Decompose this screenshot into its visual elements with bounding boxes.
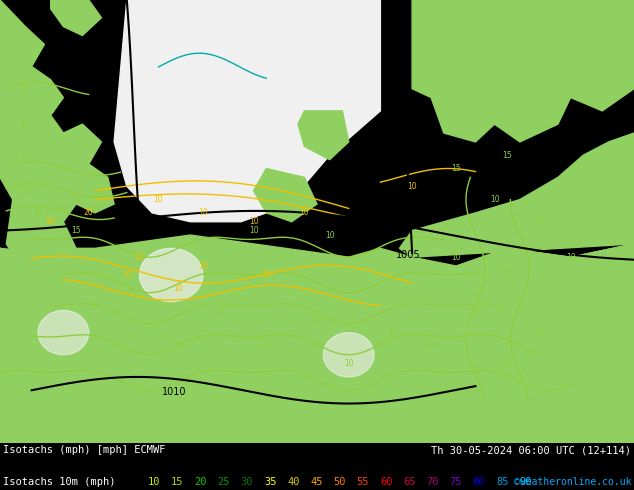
Text: 10: 10: [172, 284, 183, 293]
Text: 10: 10: [407, 182, 417, 191]
Text: 70: 70: [427, 477, 439, 487]
Text: 35: 35: [264, 477, 276, 487]
Text: 10: 10: [388, 328, 398, 337]
Text: 1010: 1010: [162, 388, 186, 397]
Text: 10: 10: [426, 342, 436, 350]
Text: 10: 10: [261, 342, 271, 350]
Text: 15: 15: [33, 208, 43, 218]
Polygon shape: [51, 0, 101, 35]
Text: 10: 10: [451, 253, 462, 262]
Polygon shape: [456, 244, 634, 443]
Polygon shape: [254, 169, 317, 221]
Polygon shape: [323, 333, 374, 377]
Text: 10: 10: [502, 359, 512, 368]
Text: 10: 10: [90, 204, 100, 213]
Text: 10: 10: [566, 253, 576, 262]
Polygon shape: [114, 0, 380, 221]
Text: 10: 10: [249, 226, 259, 235]
Text: Isotachs 10m (mph): Isotachs 10m (mph): [3, 477, 115, 487]
Text: 10: 10: [299, 208, 309, 218]
Text: 20: 20: [46, 217, 56, 226]
Text: 10: 10: [58, 204, 68, 213]
Text: ©weatheronline.co.uk: ©weatheronline.co.uk: [514, 477, 631, 487]
Text: 10: 10: [470, 306, 481, 315]
Text: 10: 10: [344, 359, 354, 368]
Polygon shape: [0, 0, 114, 275]
Text: 15: 15: [71, 226, 81, 235]
Text: Th 30-05-2024 06:00 UTC (12+114): Th 30-05-2024 06:00 UTC (12+114): [431, 445, 631, 455]
Text: 10: 10: [249, 217, 259, 226]
Text: 10: 10: [198, 208, 208, 218]
Text: 15: 15: [451, 164, 462, 173]
Text: 10: 10: [134, 253, 145, 262]
Text: 85: 85: [496, 477, 508, 487]
Text: Isotachs (mph) [mph] ECMWF: Isotachs (mph) [mph] ECMWF: [3, 445, 165, 455]
Text: 10: 10: [325, 230, 335, 240]
Text: 10: 10: [20, 120, 30, 129]
Polygon shape: [298, 111, 349, 160]
Text: 10: 10: [20, 84, 30, 93]
Polygon shape: [0, 80, 25, 142]
Polygon shape: [38, 311, 89, 355]
Text: 50: 50: [333, 477, 346, 487]
Text: 10: 10: [122, 270, 132, 279]
Text: 15: 15: [71, 195, 81, 204]
Text: 75: 75: [450, 477, 462, 487]
Text: 10: 10: [261, 270, 271, 279]
Text: 10: 10: [148, 477, 160, 487]
Text: 45: 45: [311, 477, 323, 487]
Text: 40: 40: [287, 477, 300, 487]
Text: 25: 25: [217, 477, 230, 487]
Polygon shape: [0, 248, 51, 311]
Text: 10: 10: [502, 270, 512, 279]
Text: 30: 30: [241, 477, 254, 487]
Polygon shape: [412, 0, 634, 142]
Polygon shape: [399, 133, 634, 257]
Text: 90: 90: [519, 477, 532, 487]
Text: 15: 15: [171, 477, 184, 487]
Text: 55: 55: [357, 477, 369, 487]
Text: 10: 10: [489, 195, 500, 204]
Text: 80: 80: [473, 477, 485, 487]
Text: 10: 10: [312, 315, 322, 324]
Text: 1005: 1005: [396, 250, 421, 260]
Text: 10: 10: [172, 342, 183, 350]
Text: 10: 10: [153, 195, 164, 204]
Text: 10: 10: [20, 186, 30, 195]
Polygon shape: [0, 235, 634, 443]
Text: 10: 10: [534, 217, 544, 226]
Text: 15: 15: [96, 191, 107, 199]
Polygon shape: [139, 248, 203, 301]
Text: 20: 20: [84, 208, 94, 218]
Text: 65: 65: [403, 477, 416, 487]
Text: 10: 10: [198, 262, 208, 270]
Text: 15: 15: [502, 151, 512, 160]
Text: 20: 20: [195, 477, 207, 487]
Text: 60: 60: [380, 477, 392, 487]
Text: 10: 10: [20, 155, 30, 164]
Text: 10: 10: [534, 328, 544, 337]
Text: 10: 10: [217, 306, 227, 315]
